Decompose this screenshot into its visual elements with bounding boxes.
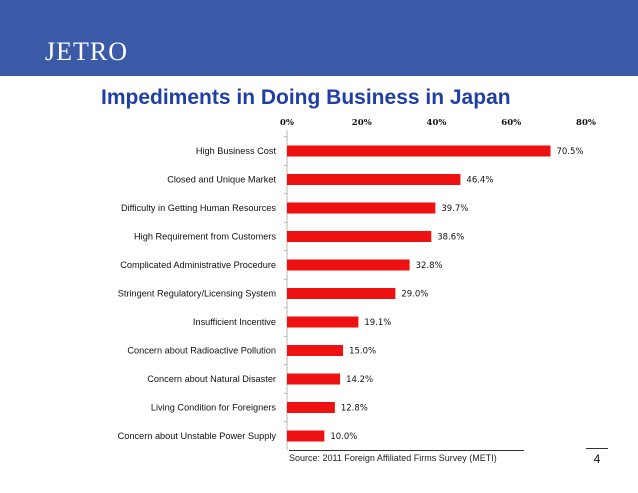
category-label: Complicated Administrative Procedure bbox=[120, 260, 276, 270]
bar bbox=[287, 202, 436, 214]
value-label: 39.7% bbox=[441, 204, 468, 214]
x-tick-label: 40% bbox=[427, 118, 447, 128]
category-label: Concern about Unstable Power Supply bbox=[118, 431, 277, 441]
value-label: 29.0% bbox=[401, 290, 428, 300]
category-label: Concern about Natural Disaster bbox=[147, 374, 276, 384]
category-label: Difficulty in Getting Human Resources bbox=[121, 203, 276, 213]
value-label: 38.6% bbox=[437, 233, 464, 243]
value-label: 14.2% bbox=[346, 375, 373, 385]
value-label: 15.0% bbox=[349, 347, 376, 357]
header-banner: JETRO bbox=[0, 0, 638, 76]
value-label: 12.8% bbox=[341, 404, 368, 414]
bar bbox=[287, 231, 432, 242]
bar bbox=[287, 316, 359, 328]
x-tick-label: 20% bbox=[352, 118, 372, 128]
x-tick-label: 0% bbox=[280, 118, 294, 128]
bar bbox=[287, 402, 335, 413]
category-label: Insufficient Incentive bbox=[193, 317, 276, 327]
value-label: 70.5% bbox=[556, 147, 583, 157]
bar bbox=[287, 373, 341, 385]
category-label: Concern about Radioactive Pollution bbox=[127, 346, 276, 356]
x-tick-label: 80% bbox=[576, 118, 596, 128]
value-label: 10.0% bbox=[330, 432, 357, 442]
bar bbox=[287, 174, 461, 185]
bar bbox=[287, 259, 410, 271]
value-label: 19.1% bbox=[364, 318, 391, 328]
category-label: Stringent Regulatory/Licensing System bbox=[118, 289, 277, 299]
source-note: Source: 2011 Foreign Affiliated Firms Su… bbox=[289, 450, 524, 467]
slide-title: Impediments in Doing Business in Japan bbox=[101, 86, 511, 109]
page-number: 4 bbox=[586, 448, 608, 469]
x-tick-label: 60% bbox=[501, 118, 521, 128]
bar bbox=[287, 145, 551, 157]
category-label: Closed and Unique Market bbox=[167, 175, 276, 185]
bar bbox=[287, 345, 344, 356]
category-label: High Business Cost bbox=[196, 146, 277, 156]
category-label: Living Condition for Foreigners bbox=[151, 403, 277, 413]
value-label: 32.8% bbox=[416, 261, 443, 271]
bar bbox=[287, 430, 325, 442]
jetro-logo: JETRO bbox=[45, 37, 128, 66]
bar bbox=[287, 288, 396, 299]
value-label: 46.4% bbox=[466, 176, 493, 186]
category-label: High Requirement from Customers bbox=[134, 232, 276, 242]
